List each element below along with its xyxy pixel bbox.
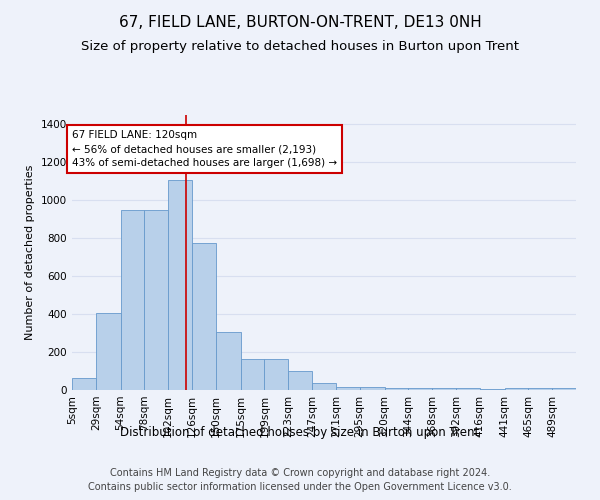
- Bar: [288, 371, 312, 390]
- Text: Contains public sector information licensed under the Open Government Licence v3: Contains public sector information licen…: [88, 482, 512, 492]
- Text: Contains HM Land Registry data © Crown copyright and database right 2024.: Contains HM Land Registry data © Crown c…: [110, 468, 490, 477]
- Bar: [192, 243, 216, 390]
- Bar: [265, 358, 288, 390]
- Bar: [385, 388, 409, 390]
- Bar: [121, 210, 145, 390]
- Bar: [505, 388, 529, 390]
- Bar: [529, 388, 552, 390]
- Bar: [552, 388, 576, 390]
- Bar: [96, 313, 121, 390]
- Bar: [145, 210, 168, 390]
- Bar: [409, 388, 432, 390]
- Bar: [456, 388, 480, 390]
- Bar: [360, 386, 385, 390]
- Y-axis label: Number of detached properties: Number of detached properties: [25, 165, 35, 340]
- Text: 67 FIELD LANE: 120sqm
← 56% of detached houses are smaller (2,193)
43% of semi-d: 67 FIELD LANE: 120sqm ← 56% of detached …: [72, 130, 337, 168]
- Bar: [72, 378, 96, 390]
- Bar: [312, 384, 336, 390]
- Bar: [480, 389, 505, 390]
- Bar: [216, 332, 241, 390]
- Bar: [168, 180, 192, 390]
- Bar: [432, 388, 456, 390]
- Bar: [336, 386, 360, 390]
- Text: Distribution of detached houses by size in Burton upon Trent: Distribution of detached houses by size …: [121, 426, 479, 439]
- Text: 67, FIELD LANE, BURTON-ON-TRENT, DE13 0NH: 67, FIELD LANE, BURTON-ON-TRENT, DE13 0N…: [119, 15, 481, 30]
- Text: Size of property relative to detached houses in Burton upon Trent: Size of property relative to detached ho…: [81, 40, 519, 53]
- Bar: [241, 358, 265, 390]
